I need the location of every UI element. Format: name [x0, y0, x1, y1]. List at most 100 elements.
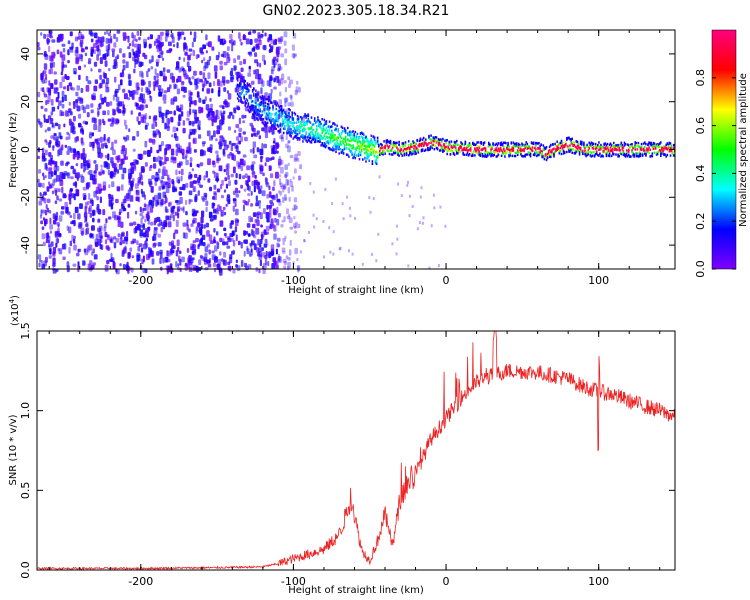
spectrogram-ridge-cell	[407, 144, 410, 147]
spectrogram-cell	[182, 152, 185, 160]
spectrogram-cell	[213, 119, 217, 123]
spectrogram-cell	[278, 161, 281, 169]
spectrogram-ridge-cell	[479, 154, 482, 157]
spectrogram-cell	[182, 222, 187, 227]
spectrogram-cell	[90, 109, 94, 114]
spectrogram-ridge-cell	[344, 140, 347, 143]
spectrogram-cell	[204, 246, 209, 253]
spectrogram-cell	[92, 210, 95, 217]
spectrogram-cell	[88, 244, 93, 251]
spectrogram-cell	[269, 173, 274, 179]
spectrogram-cell	[397, 182, 400, 186]
spectrogram-cell	[104, 264, 109, 272]
spectrogram-y-tick-label: 0	[19, 146, 32, 153]
spectrogram-cell	[192, 248, 197, 256]
spectrogram-cell	[173, 133, 177, 139]
spectrogram-ridge-cell	[454, 143, 457, 146]
spectrogram-cell	[73, 115, 76, 122]
spectrogram-cell	[124, 156, 128, 160]
spectrogram-cell	[232, 114, 235, 120]
spectrogram-cell	[89, 174, 94, 181]
spectrogram-ridge-cell	[469, 147, 472, 150]
spectrogram-cell	[81, 129, 84, 135]
spectrogram-cell	[41, 263, 46, 269]
spectrogram-cell	[200, 216, 204, 224]
spectrogram-cell	[293, 204, 296, 208]
spectrogram-ridge-cell	[357, 153, 360, 156]
spectrogram-cell	[131, 165, 134, 171]
spectrogram-cell	[38, 182, 42, 188]
spectrogram-cell	[68, 118, 72, 126]
spectrogram-cell	[163, 201, 167, 205]
spectrogram-cell	[54, 230, 59, 236]
spectrogram-ridge-cell	[514, 154, 517, 158]
spectrogram-cell	[124, 119, 127, 126]
spectrogram-cell	[237, 240, 241, 246]
spectrogram-ridge-cell	[656, 152, 659, 156]
spectrogram-cell	[83, 248, 86, 253]
spectrogram-cell	[217, 258, 222, 265]
spectrogram-cell	[249, 242, 253, 246]
spectrogram-cell	[152, 139, 156, 144]
spectrogram-cell	[188, 259, 191, 264]
spectrogram-cell	[221, 179, 224, 186]
spectrogram-cell	[112, 108, 115, 116]
snr-yscale-label: (x104)	[8, 295, 21, 326]
spectrogram-cell	[60, 210, 65, 215]
spectrogram-cell	[178, 67, 182, 73]
spectrogram-cell	[45, 164, 48, 169]
spectrogram-cell	[60, 160, 64, 166]
spectrogram-ridge-cell	[652, 147, 655, 150]
spectrogram-cell	[194, 173, 198, 178]
spectrogram-cell	[162, 257, 165, 264]
spectrogram-cell	[185, 159, 189, 166]
spectrogram-cell	[224, 101, 229, 108]
spectrogram-ridge-cell	[640, 145, 643, 149]
spectrogram-cell	[231, 44, 234, 52]
spectrogram-cell	[264, 238, 268, 244]
spectrogram-ridge-cell	[415, 142, 417, 145]
spectrogram-ridge-cell	[342, 152, 345, 155]
spectrogram-cell	[289, 239, 292, 246]
spectrogram-cell	[182, 69, 187, 75]
spectrogram-cell	[188, 190, 193, 196]
spectrogram-cell	[251, 161, 256, 165]
spectrogram-cell	[278, 256, 282, 263]
spectrogram-cell	[293, 157, 297, 162]
colorbar-tick-label: 0.6	[694, 117, 707, 135]
spectrogram-cell	[100, 41, 103, 48]
spectrogram-cell	[177, 121, 181, 127]
spectrogram-cell	[162, 94, 167, 101]
spectrogram-cell	[256, 130, 260, 135]
spectrogram-cell	[278, 253, 281, 257]
spectrogram-ridge-cell	[373, 148, 376, 152]
spectrogram-ridge-cell	[331, 129, 333, 132]
spectrogram-cell	[104, 161, 109, 168]
spectrogram-ridge-cell	[279, 128, 282, 131]
spectrogram-ridge-cell	[503, 145, 505, 149]
spectrogram-cell	[213, 80, 216, 87]
spectrogram-ridge-cell	[289, 109, 291, 112]
spectrogram-cell	[220, 194, 224, 199]
spectrogram-cell	[228, 39, 232, 44]
spectrogram-ridge-cell	[257, 97, 259, 100]
spectrogram-cell	[141, 181, 144, 186]
spectrogram-cell	[189, 100, 193, 105]
spectrogram-cell	[202, 44, 206, 50]
spectrogram-cell	[84, 248, 89, 256]
spectrogram-cell	[48, 142, 51, 148]
spectrogram-cell	[163, 90, 168, 94]
spectrogram-cell	[251, 170, 255, 175]
spectrogram-cell	[270, 218, 273, 222]
spectrogram-cell	[286, 208, 289, 215]
spectrogram-cell	[61, 144, 64, 151]
spectrogram-cell	[84, 46, 88, 50]
spectrogram-cell	[243, 239, 246, 244]
spectrogram-cell	[262, 252, 266, 258]
spectrogram-cell	[298, 175, 301, 181]
spectrogram-cell	[186, 61, 190, 68]
spectrogram-cell	[136, 130, 140, 137]
spectrogram-ridge-cell	[358, 136, 361, 140]
spectrogram-cell	[111, 48, 116, 52]
spectrogram-cell	[269, 46, 273, 53]
